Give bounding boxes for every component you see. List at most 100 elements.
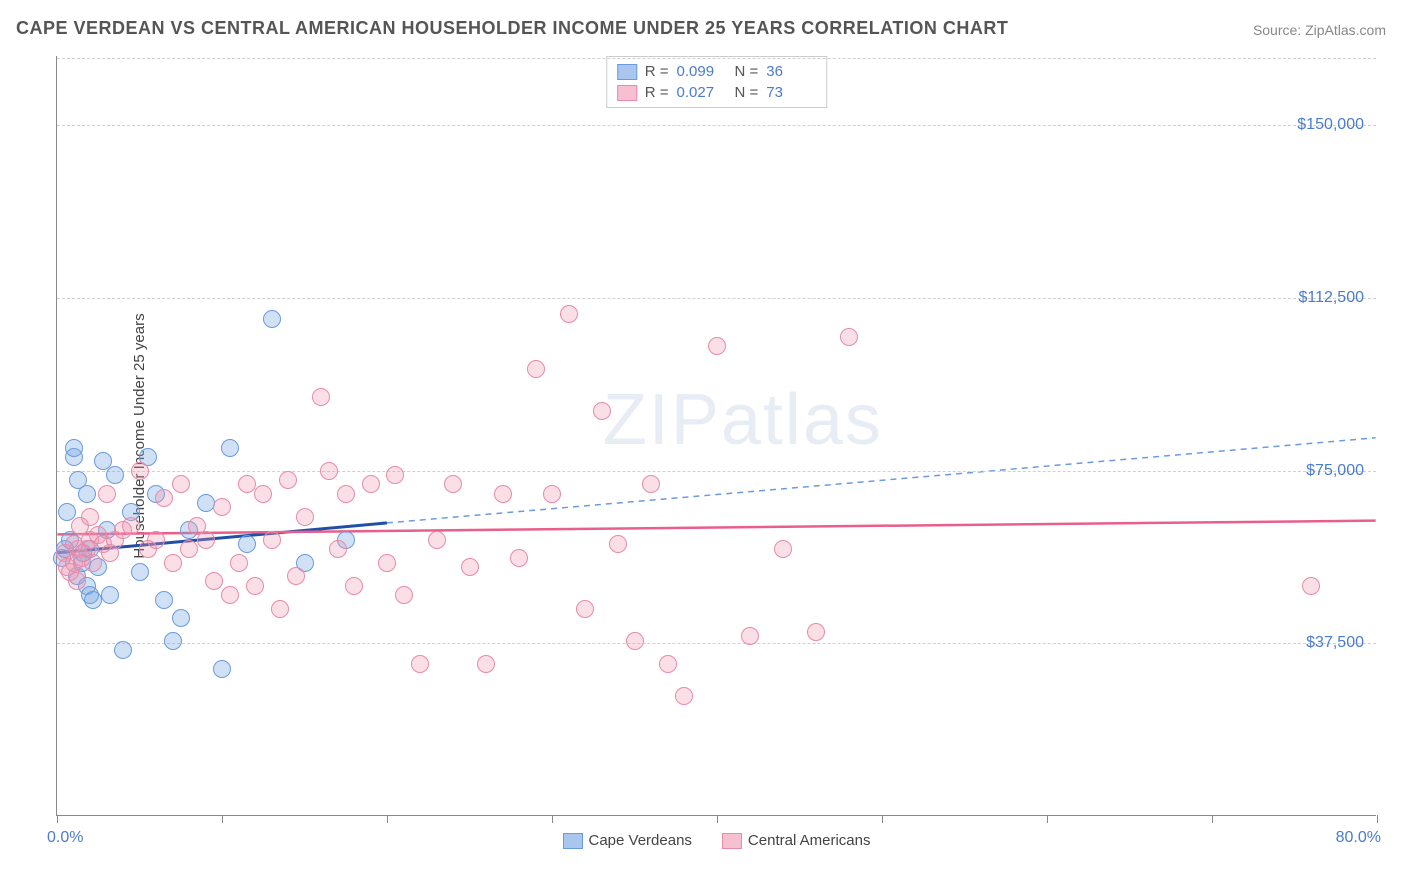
data-point [254,485,272,503]
x-max-label: 80.0% [1336,829,1381,847]
data-point [543,485,561,503]
n-label: N = [735,84,759,101]
data-point [807,623,825,641]
data-point [527,360,545,378]
x-tick [57,815,58,823]
data-point [444,475,462,493]
data-point [395,586,413,604]
data-point [840,328,858,346]
data-point [741,627,759,645]
data-point [106,466,124,484]
x-tick [1377,815,1378,823]
x-min-label: 0.0% [47,829,83,847]
data-point [84,554,102,572]
trend-lines [57,56,1376,815]
data-point [221,439,239,457]
gridline [57,643,1376,644]
data-point [164,632,182,650]
data-point [1302,577,1320,595]
data-point [147,531,165,549]
legend-swatch-icon [617,85,637,101]
data-point [461,558,479,576]
gridline [57,125,1376,126]
gridline [57,58,1376,59]
legend-swatch-icon [563,833,583,849]
legend-label: Cape Verdeans [589,832,692,849]
data-point [659,655,677,673]
r-label: R = [645,84,669,101]
data-point [428,531,446,549]
gridline [57,471,1376,472]
watermark: ZIPatlas [603,379,883,461]
data-point [155,591,173,609]
correlation-chart: CAPE VERDEAN VS CENTRAL AMERICAN HOUSEHO… [0,0,1406,892]
watermark-text: ZIPatlas [603,380,883,460]
x-tick [552,815,553,823]
data-point [172,609,190,627]
data-point [279,471,297,489]
x-tick [1212,815,1213,823]
y-tick-label: $75,000 [1306,462,1364,480]
plot-area: Householder Income Under 25 years R = 0.… [56,56,1376,816]
data-point [131,563,149,581]
data-point [155,489,173,507]
x-tick [717,815,718,823]
y-tick-label: $37,500 [1306,634,1364,652]
data-point [78,485,96,503]
data-point [378,554,396,572]
chart-title: CAPE VERDEAN VS CENTRAL AMERICAN HOUSEHO… [16,18,1008,39]
data-point [197,494,215,512]
data-point [246,577,264,595]
data-point [312,388,330,406]
y-tick-label: $150,000 [1297,116,1364,134]
series-legend: Cape Verdeans Central Americans [563,832,871,849]
data-point [774,540,792,558]
r-value: 0.027 [677,84,727,101]
x-tick [882,815,883,823]
data-point [131,462,149,480]
data-point [101,586,119,604]
data-point [197,531,215,549]
chart-source: Source: ZipAtlas.com [1253,22,1386,38]
data-point [296,508,314,526]
n-value: 36 [766,63,816,80]
legend-label: Central Americans [748,832,871,849]
legend-item-series-2: Central Americans [722,832,871,849]
x-tick [1047,815,1048,823]
data-point [221,586,239,604]
data-point [65,439,83,457]
data-point [81,508,99,526]
data-point [494,485,512,503]
legend-row-series-1: R = 0.099 N = 36 [617,61,817,82]
data-point [642,475,660,493]
n-value: 73 [766,84,816,101]
data-point [98,485,116,503]
data-point [238,475,256,493]
x-tick [222,815,223,823]
data-point [84,591,102,609]
data-point [345,577,363,595]
n-label: N = [735,63,759,80]
data-point [205,572,223,590]
data-point [362,475,380,493]
data-point [122,517,140,535]
legend-swatch-icon [617,64,637,80]
r-label: R = [645,63,669,80]
data-point [263,531,281,549]
data-point [593,402,611,420]
y-tick-label: $112,500 [1298,289,1364,307]
data-point [271,600,289,618]
data-point [329,540,347,558]
data-point [180,540,198,558]
data-point [675,687,693,705]
data-point [287,567,305,585]
data-point [560,305,578,323]
data-point [320,462,338,480]
data-point [708,337,726,355]
data-point [172,475,190,493]
data-point [68,572,86,590]
x-tick [387,815,388,823]
legend-item-series-1: Cape Verdeans [563,832,692,849]
data-point [386,466,404,484]
data-point [164,554,182,572]
